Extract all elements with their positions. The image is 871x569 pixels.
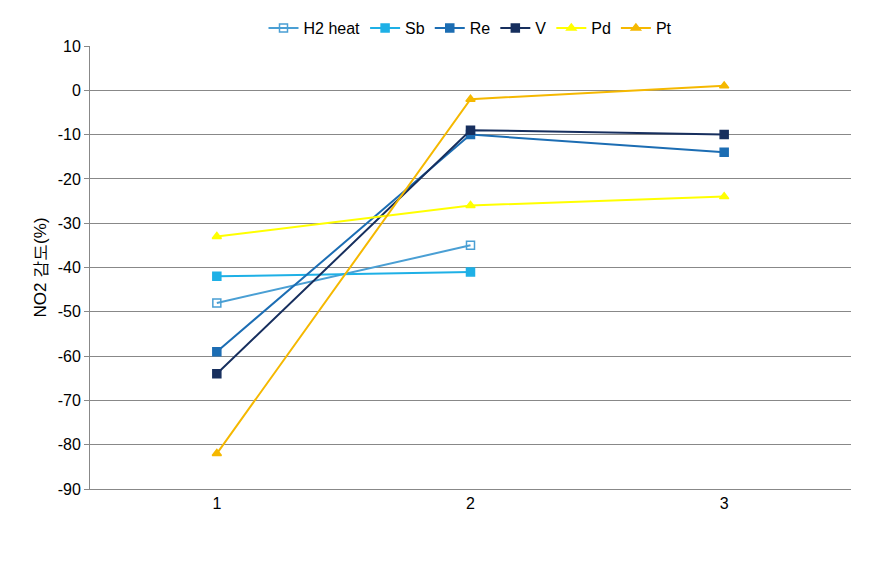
svg-text:-30: -30 [58,215,81,232]
svg-text:2: 2 [466,495,475,512]
svg-text:H2 heat: H2 heat [304,20,361,37]
svg-text:10: 10 [63,38,81,55]
svg-text:1: 1 [212,495,221,512]
svg-text:Re: Re [470,20,491,37]
svg-text:V: V [535,20,546,37]
svg-text:3: 3 [720,495,729,512]
svg-text:-20: -20 [58,171,81,188]
svg-text:-70: -70 [58,392,81,409]
svg-text:0: 0 [72,82,81,99]
svg-text:Pt: Pt [656,20,672,37]
svg-text:-50: -50 [58,303,81,320]
svg-text:-90: -90 [58,481,81,498]
svg-text:NO2 감도(%): NO2 감도(%) [31,217,50,317]
svg-text:Pd: Pd [591,20,611,37]
svg-text:-10: -10 [58,126,81,143]
svg-text:-80: -80 [58,436,81,453]
svg-text:-60: -60 [58,348,81,365]
svg-text:-40: -40 [58,259,81,276]
svg-text:Sb: Sb [405,20,425,37]
